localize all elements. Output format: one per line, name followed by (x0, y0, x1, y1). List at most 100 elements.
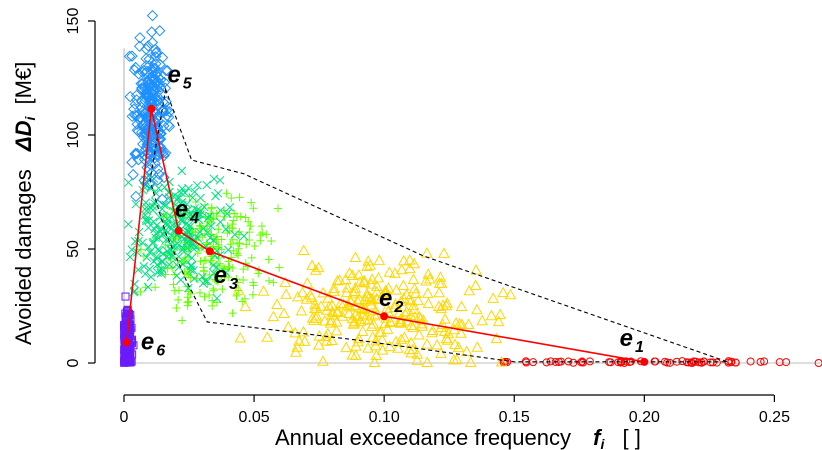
point (138, 174, 150, 187)
point (370, 349, 383, 361)
point (150, 68, 163, 80)
point (372, 271, 385, 283)
point (123, 219, 133, 229)
point (123, 321, 132, 330)
point (405, 294, 418, 306)
point (347, 318, 360, 329)
x-tick-label: 0.05 (239, 409, 270, 426)
point (221, 224, 231, 234)
point (407, 321, 419, 333)
point (174, 252, 184, 261)
point (129, 147, 142, 160)
point (341, 281, 354, 293)
point (441, 334, 454, 345)
point (146, 184, 156, 194)
point (209, 286, 218, 295)
point (162, 111, 175, 123)
point (140, 53, 152, 65)
point (160, 104, 173, 117)
point (214, 225, 223, 234)
point (148, 84, 161, 96)
point (140, 134, 152, 146)
point (453, 317, 466, 329)
point (200, 276, 210, 286)
point (157, 104, 169, 117)
point (193, 180, 202, 190)
point (144, 223, 153, 233)
point (235, 193, 244, 202)
point (280, 288, 292, 299)
point (384, 316, 397, 327)
point (156, 193, 168, 205)
point (362, 255, 375, 266)
x-tick-label: 0.15 (499, 409, 530, 426)
point (176, 275, 186, 285)
point (328, 282, 340, 293)
median-point (122, 338, 131, 347)
point (492, 315, 505, 327)
point (142, 216, 151, 226)
point (242, 240, 251, 249)
point (383, 340, 396, 352)
point (209, 285, 218, 294)
point (134, 236, 143, 246)
point (256, 231, 265, 240)
point (331, 274, 344, 286)
point (298, 335, 311, 346)
point (626, 357, 635, 366)
point (178, 316, 187, 325)
point (330, 324, 343, 336)
median-point (147, 104, 156, 113)
point (201, 229, 210, 238)
point (135, 77, 147, 90)
point (207, 204, 216, 213)
point (402, 293, 415, 305)
point (412, 294, 424, 305)
point (184, 227, 194, 237)
median-point (640, 357, 649, 366)
point (146, 36, 159, 49)
point (551, 357, 560, 366)
point (134, 32, 146, 44)
point (146, 9, 159, 22)
point (174, 262, 184, 272)
point (214, 253, 223, 262)
point (155, 245, 164, 255)
point (196, 257, 205, 266)
point (183, 298, 192, 307)
point (161, 200, 171, 210)
point (190, 204, 200, 213)
point (727, 357, 736, 366)
point (189, 266, 198, 275)
point (438, 247, 450, 258)
point (442, 327, 455, 339)
point (616, 358, 625, 367)
point (321, 327, 334, 339)
point (232, 291, 241, 300)
point (264, 255, 273, 264)
point (340, 286, 353, 298)
point (267, 310, 280, 322)
point (230, 230, 240, 240)
point (333, 274, 346, 285)
point (139, 88, 152, 100)
point (395, 295, 407, 307)
point (161, 240, 170, 249)
point (222, 209, 232, 218)
point (421, 338, 433, 349)
point (222, 189, 231, 198)
point (349, 349, 362, 360)
point (370, 292, 383, 304)
point (435, 302, 447, 314)
point (217, 245, 226, 254)
point (239, 276, 248, 285)
point (177, 217, 187, 226)
point (340, 341, 352, 353)
y-axis-title: Avoided damages ΔDi [M€] (11, 62, 40, 345)
point (229, 246, 238, 255)
median-point (174, 226, 183, 235)
point (403, 343, 416, 355)
point (760, 357, 769, 366)
